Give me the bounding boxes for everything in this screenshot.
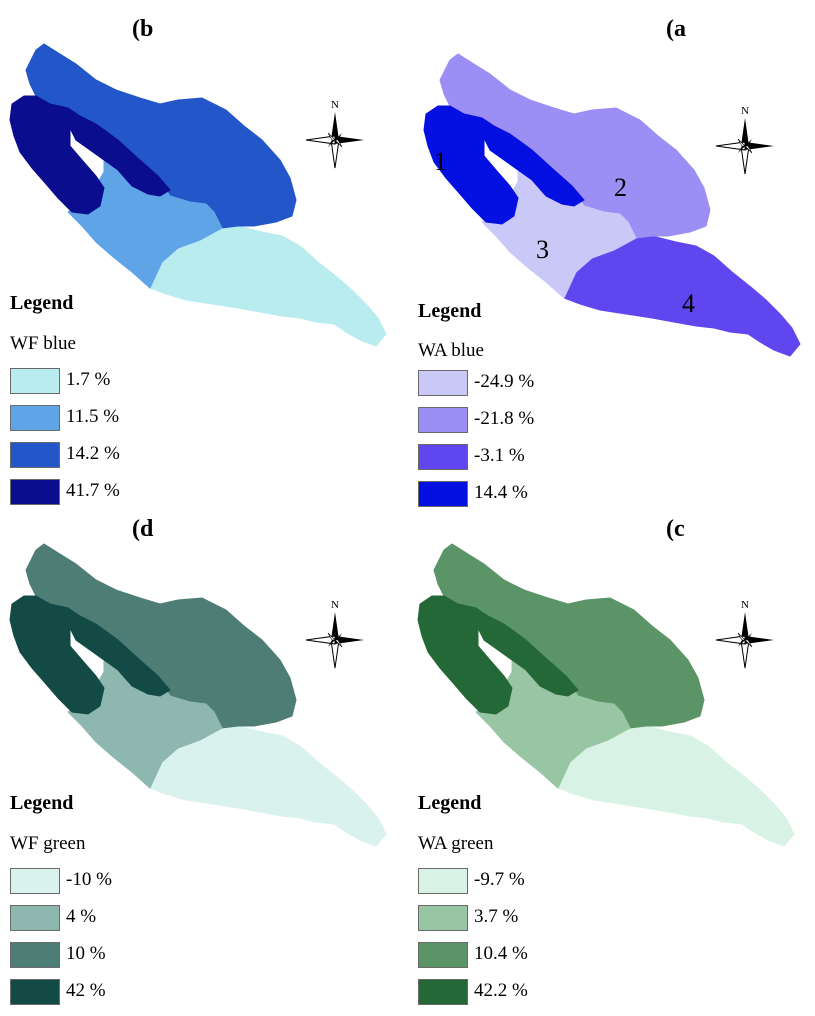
north-arrow-icon: N	[715, 599, 774, 669]
legend-title: Legend	[10, 792, 74, 814]
north-arrow-icon: N	[715, 105, 774, 175]
region-numbers: 1 2 3 4	[434, 147, 695, 318]
legend-label: 42.2 %	[474, 980, 528, 1001]
region-number-1: 1	[434, 147, 447, 176]
legend-swatch	[10, 942, 60, 968]
legend-swatch	[418, 868, 468, 894]
legend-label: -21.8 %	[474, 408, 535, 429]
north-letter: N	[331, 599, 339, 611]
legend-swatch	[10, 868, 60, 894]
basin-regions	[423, 53, 801, 357]
legend-label: -3.1 %	[474, 445, 525, 466]
legend-subtitle: WF green	[10, 833, 86, 854]
legend-title: Legend	[418, 300, 482, 322]
legend-swatch	[10, 905, 60, 931]
north-arrow-icon: N	[305, 599, 364, 669]
legend-title: Legend	[418, 792, 482, 814]
basin-regions	[9, 543, 387, 847]
panel-label: (a	[666, 16, 686, 42]
legend-subtitle: WA green	[418, 833, 494, 854]
region-1	[417, 595, 579, 715]
legend-swatch	[10, 368, 60, 394]
map-panel-1: (b N Legend WF blue 1.7 % 11.5 % 14.2 % 41.…	[0, 0, 407, 505]
panel-label: (d	[132, 516, 154, 542]
legend-label: 1.7 %	[66, 369, 111, 390]
legend-label: 11.5 %	[66, 406, 120, 427]
basin-map	[9, 43, 387, 347]
legend-label: 4 %	[66, 906, 97, 927]
legend-label: 42 %	[66, 980, 106, 1001]
region-number-2: 2	[614, 173, 627, 202]
legend-label: 10 %	[66, 943, 106, 964]
north-arrow-icon: N	[305, 99, 364, 169]
legend-swatch	[418, 481, 468, 507]
north-letter: N	[741, 105, 749, 117]
region-1	[9, 595, 171, 715]
legend-subtitle: WA blue	[418, 340, 484, 361]
legend-swatch	[10, 479, 60, 505]
region-1	[9, 95, 171, 215]
map-panel-2: (a 1 2 3 4 N Legend WA blue -24.9 % -21.8 % -…	[408, 0, 815, 507]
legend-swatch	[10, 979, 60, 1005]
north-letter: N	[741, 599, 749, 611]
north-letter: N	[331, 99, 339, 111]
legend-title: Legend	[10, 292, 74, 314]
panel-label: (b	[132, 16, 154, 42]
legend-swatch	[418, 942, 468, 968]
basin-regions	[417, 543, 795, 847]
legend-swatch	[418, 407, 468, 433]
legend-label: 3.7 %	[474, 906, 519, 927]
map-panel-4: (c N Legend WA green -9.7 % 3.7 % 10.4 % 42…	[408, 500, 815, 1005]
legend-label: -9.7 %	[474, 869, 525, 890]
legend-swatch	[10, 405, 60, 431]
region-number-4: 4	[682, 289, 695, 318]
basin-map	[417, 543, 795, 847]
legend-swatch	[10, 442, 60, 468]
legend-label: -24.9 %	[474, 371, 535, 392]
legend-label: 41.7 %	[66, 480, 120, 501]
region-1	[423, 105, 585, 225]
legend-swatch	[418, 370, 468, 396]
legend-swatch	[418, 979, 468, 1005]
legend-swatch	[418, 905, 468, 931]
legend-label: 14.4 %	[474, 482, 528, 503]
basin-map	[9, 543, 387, 847]
basin-regions	[9, 43, 387, 347]
panel-label: (c	[666, 516, 685, 542]
map-panel-3: (d N Legend WF green -10 % 4 % 10 % 42 %	[0, 500, 407, 1005]
legend-label: 10.4 %	[474, 943, 528, 964]
basin-map: 1 2 3 4	[423, 53, 801, 357]
legend-subtitle: WF blue	[10, 333, 76, 354]
region-number-3: 3	[536, 235, 549, 264]
legend-swatch	[418, 444, 468, 470]
legend-label: 14.2 %	[66, 443, 120, 464]
legend-label: -10 %	[66, 869, 112, 890]
